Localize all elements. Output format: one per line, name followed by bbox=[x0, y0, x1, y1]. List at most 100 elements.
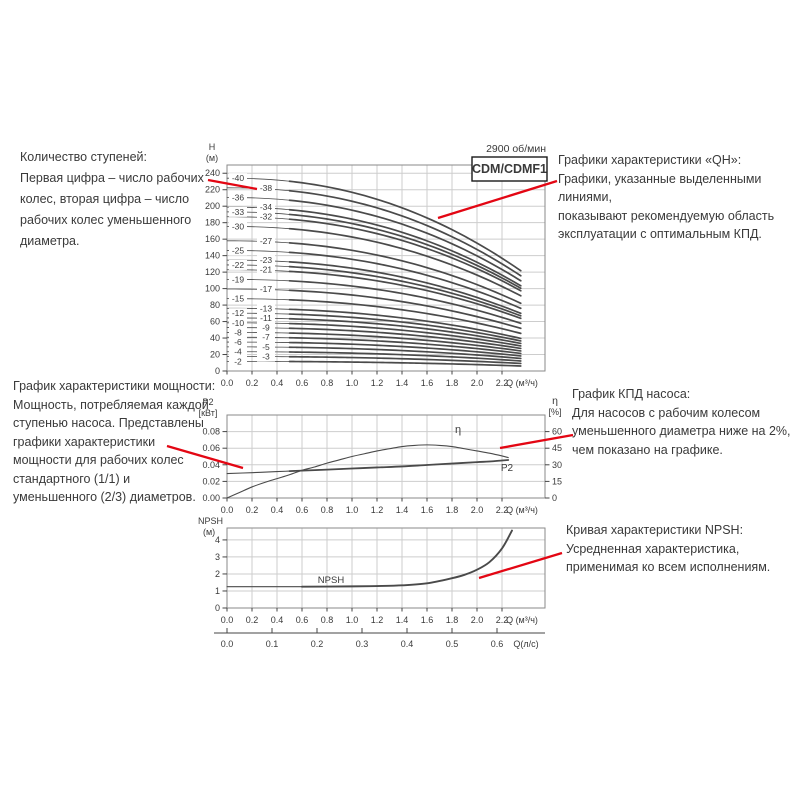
svg-text:1.6: 1.6 bbox=[421, 615, 434, 625]
svg-text:0.2: 0.2 bbox=[246, 615, 259, 625]
svg-text:1.8: 1.8 bbox=[446, 505, 459, 515]
svg-text:-7: -7 bbox=[262, 332, 270, 342]
svg-text:2: 2 bbox=[215, 569, 220, 579]
svg-text:Q (м³/ч): Q (м³/ч) bbox=[506, 378, 538, 388]
svg-text:1.6: 1.6 bbox=[421, 505, 434, 515]
svg-text:15: 15 bbox=[552, 476, 562, 486]
svg-text:-33: -33 bbox=[232, 207, 245, 217]
svg-text:Q(л/с): Q(л/с) bbox=[513, 639, 538, 649]
svg-text:-6: -6 bbox=[234, 337, 242, 347]
svg-text:-10: -10 bbox=[232, 318, 245, 328]
svg-text:Q (м³/ч): Q (м³/ч) bbox=[506, 615, 538, 625]
svg-text:0.08: 0.08 bbox=[202, 427, 220, 437]
svg-text:100: 100 bbox=[205, 284, 220, 294]
svg-text:0: 0 bbox=[552, 493, 557, 503]
svg-text:0.2: 0.2 bbox=[311, 639, 324, 649]
svg-text:2.0: 2.0 bbox=[471, 505, 484, 515]
svg-text:(м): (м) bbox=[206, 153, 218, 163]
annotation-qh: Графики характеристики «QH»: Графики, ук… bbox=[558, 153, 775, 241]
svg-text:0.3: 0.3 bbox=[356, 639, 369, 649]
svg-text:0.5: 0.5 bbox=[446, 639, 459, 649]
svg-text:1.8: 1.8 bbox=[446, 615, 459, 625]
flow-lps-axis: 0.0 0.1 0.2 0.3 0.4 0.5 0.6 Q(л/с) bbox=[214, 628, 545, 649]
svg-text:-25: -25 bbox=[232, 245, 245, 255]
svg-text:NPSH: NPSH bbox=[198, 516, 223, 526]
annotation-npsh: Кривая характеристики NPSH: Усредненная … bbox=[566, 523, 771, 574]
svg-text:3: 3 bbox=[215, 552, 220, 562]
svg-text:2.0: 2.0 bbox=[471, 378, 484, 388]
svg-text:-4: -4 bbox=[234, 347, 242, 357]
svg-text:0.0: 0.0 bbox=[221, 505, 234, 515]
svg-text:CDM/CDMF1: CDM/CDMF1 bbox=[472, 162, 547, 176]
svg-text:-8: -8 bbox=[234, 327, 242, 337]
eta-curve-label: η bbox=[455, 424, 461, 436]
svg-text:1.8: 1.8 bbox=[446, 378, 459, 388]
svg-text:-32: -32 bbox=[260, 212, 273, 222]
svg-text:-2: -2 bbox=[234, 356, 242, 366]
svg-text:-40: -40 bbox=[232, 173, 245, 183]
svg-text:1.0: 1.0 bbox=[346, 615, 359, 625]
svg-text:0.6: 0.6 bbox=[491, 639, 504, 649]
svg-text:0.8: 0.8 bbox=[321, 505, 334, 515]
svg-text:Q (м³/ч): Q (м³/ч) bbox=[506, 505, 538, 515]
svg-text:1.0: 1.0 bbox=[346, 505, 359, 515]
svg-text:2.0: 2.0 bbox=[471, 615, 484, 625]
svg-text:80: 80 bbox=[210, 300, 220, 310]
svg-text:0.1: 0.1 bbox=[266, 639, 279, 649]
power-efficiency-chart: 0.000.020.040.060.08015304560P2[кВт]η[%]… bbox=[199, 395, 562, 515]
npsh-curve-label: NPSH bbox=[318, 575, 345, 586]
svg-text:0.4: 0.4 bbox=[401, 639, 414, 649]
svg-text:0.0: 0.0 bbox=[221, 615, 234, 625]
svg-text:2.2: 2.2 bbox=[496, 378, 509, 388]
annotation-efficiency: График КПД насоса: Для насосов с рабочим… bbox=[572, 387, 791, 457]
svg-text:0.8: 0.8 bbox=[321, 615, 334, 625]
svg-text:-3: -3 bbox=[262, 351, 270, 361]
svg-text:140: 140 bbox=[205, 251, 220, 261]
svg-text:-38: -38 bbox=[260, 183, 273, 193]
svg-text:-9: -9 bbox=[262, 323, 270, 333]
svg-text:0: 0 bbox=[215, 366, 220, 376]
svg-text:η: η bbox=[552, 395, 558, 407]
svg-text:0.06: 0.06 bbox=[202, 443, 220, 453]
svg-text:0.04: 0.04 bbox=[202, 460, 220, 470]
svg-text:1: 1 bbox=[215, 586, 220, 596]
svg-text:240: 240 bbox=[205, 168, 220, 178]
svg-text:1.2: 1.2 bbox=[371, 505, 384, 515]
svg-text:-36: -36 bbox=[232, 192, 245, 202]
svg-text:0.4: 0.4 bbox=[271, 505, 284, 515]
svg-text:-27: -27 bbox=[260, 236, 273, 246]
svg-text:2.2: 2.2 bbox=[496, 615, 509, 625]
svg-text:60: 60 bbox=[210, 317, 220, 327]
svg-text:1.2: 1.2 bbox=[371, 378, 384, 388]
svg-text:0.6: 0.6 bbox=[296, 378, 309, 388]
svg-text:0.4: 0.4 bbox=[271, 378, 284, 388]
svg-text:[%]: [%] bbox=[548, 407, 561, 417]
speed-label: 2900 об/мин bbox=[486, 143, 546, 155]
svg-text:1.4: 1.4 bbox=[396, 505, 409, 515]
svg-text:0.2: 0.2 bbox=[246, 505, 259, 515]
annotation-stage-count: Количество ступеней: Первая цифра – числ… bbox=[20, 150, 204, 248]
svg-text:P2: P2 bbox=[202, 397, 213, 407]
svg-text:0.0: 0.0 bbox=[221, 378, 234, 388]
svg-text:60: 60 bbox=[552, 427, 562, 437]
annotation-power: График характеристики мощности: Мощность… bbox=[13, 379, 216, 504]
callout-lines bbox=[166, 178, 574, 580]
svg-text:[кВт]: [кВт] bbox=[199, 408, 218, 418]
svg-text:(м): (м) bbox=[203, 527, 215, 537]
svg-text:-22: -22 bbox=[232, 260, 245, 270]
svg-text:1.0: 1.0 bbox=[346, 378, 359, 388]
svg-text:40: 40 bbox=[210, 333, 220, 343]
svg-text:20: 20 bbox=[210, 350, 220, 360]
svg-text:0.2: 0.2 bbox=[246, 378, 259, 388]
svg-text:-13: -13 bbox=[260, 303, 273, 313]
svg-text:2.2: 2.2 bbox=[496, 505, 509, 515]
svg-text:160: 160 bbox=[205, 234, 220, 244]
svg-text:-15: -15 bbox=[232, 294, 245, 304]
svg-text:30: 30 bbox=[552, 460, 562, 470]
svg-text:H: H bbox=[209, 142, 216, 152]
svg-text:0.00: 0.00 bbox=[202, 493, 220, 503]
svg-text:1.4: 1.4 bbox=[396, 615, 409, 625]
